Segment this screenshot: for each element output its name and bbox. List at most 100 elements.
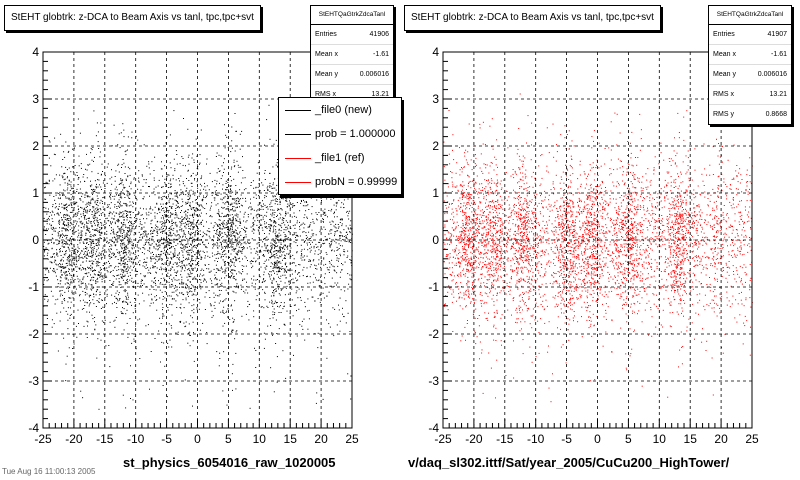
scatter-point bbox=[304, 205, 306, 207]
scatter-point bbox=[161, 263, 163, 265]
scatter-point bbox=[301, 223, 303, 225]
scatter-point bbox=[227, 201, 229, 203]
scatter-point bbox=[275, 281, 277, 283]
scatter-point bbox=[154, 227, 156, 229]
scatter-point bbox=[99, 291, 101, 293]
scatter-point bbox=[86, 242, 88, 244]
scatter-point bbox=[244, 255, 246, 257]
scatter-point bbox=[251, 267, 253, 269]
scatter-point bbox=[88, 296, 90, 298]
scatter-point bbox=[171, 206, 173, 207]
scatter-point bbox=[215, 204, 217, 206]
scatter-point bbox=[278, 288, 279, 290]
scatter-point bbox=[123, 219, 125, 221]
scatter-point bbox=[326, 295, 328, 297]
scatter-point bbox=[82, 397, 84, 399]
scatter-point bbox=[238, 241, 240, 243]
scatter-point bbox=[188, 302, 190, 304]
scatter-point bbox=[163, 210, 165, 212]
scatter-point bbox=[53, 227, 54, 229]
scatter-point bbox=[121, 226, 122, 228]
scatter-point bbox=[278, 229, 280, 231]
scatter-point bbox=[64, 267, 66, 269]
scatter-point bbox=[92, 191, 94, 193]
scatter-point bbox=[63, 173, 65, 175]
scatter-point bbox=[122, 260, 124, 262]
scatter-point bbox=[57, 283, 59, 285]
scatter-point bbox=[231, 238, 233, 240]
scatter-point bbox=[90, 265, 92, 267]
scatter-point bbox=[129, 217, 131, 218]
scatter-point bbox=[347, 373, 349, 375]
scatter-point bbox=[338, 226, 340, 228]
scatter-point bbox=[293, 304, 295, 306]
scatter-point bbox=[137, 244, 138, 246]
scatter-point bbox=[71, 254, 73, 256]
scatter-point bbox=[147, 324, 149, 326]
scatter-point bbox=[209, 303, 211, 305]
scatter-point bbox=[86, 221, 87, 223]
scatter-point bbox=[273, 240, 275, 242]
scatter-point bbox=[292, 195, 294, 197]
scatter-point bbox=[216, 279, 218, 281]
scatter-point bbox=[67, 283, 69, 285]
scatter-point bbox=[323, 212, 325, 214]
scatter-point bbox=[61, 245, 63, 247]
scatter-point bbox=[282, 251, 284, 253]
scatter-point bbox=[68, 198, 70, 200]
scatter-point bbox=[187, 202, 189, 204]
scatter-point bbox=[127, 240, 129, 242]
scatter-point bbox=[223, 271, 225, 273]
scatter-point bbox=[68, 255, 70, 257]
scatter-point bbox=[237, 221, 239, 222]
scatter-point bbox=[298, 288, 300, 290]
scatter-point bbox=[246, 281, 247, 283]
scatter-point bbox=[271, 302, 273, 304]
scatter-point bbox=[129, 237, 131, 239]
scatter-point bbox=[171, 214, 173, 215]
scatter-point bbox=[268, 233, 270, 235]
scatter-point bbox=[224, 196, 226, 198]
scatter-point bbox=[173, 238, 175, 240]
scatter-point bbox=[296, 235, 298, 237]
scatter-point bbox=[241, 265, 243, 267]
scatter-point bbox=[94, 317, 96, 318]
scatter-point bbox=[232, 191, 234, 193]
scatter-point bbox=[137, 213, 139, 215]
scatter-point bbox=[256, 210, 258, 212]
scatter-point bbox=[187, 212, 189, 214]
scatter-point bbox=[161, 283, 163, 285]
scatter-point bbox=[337, 224, 339, 225]
scatter-point bbox=[348, 283, 350, 285]
scatter-point bbox=[204, 244, 206, 246]
scatter-point bbox=[333, 335, 335, 337]
scatter-point bbox=[137, 250, 139, 252]
scatter-point bbox=[160, 226, 162, 228]
scatter-point bbox=[191, 294, 193, 296]
scatter-point bbox=[281, 254, 283, 256]
scatter-point bbox=[296, 202, 298, 203]
scatter-point bbox=[118, 229, 120, 231]
scatter-point bbox=[112, 196, 114, 197]
scatter-point bbox=[245, 188, 247, 190]
scatter-point bbox=[195, 252, 197, 254]
scatter-point bbox=[237, 197, 239, 199]
scatter-point bbox=[177, 295, 179, 297]
scatter-point bbox=[211, 202, 213, 204]
scatter-point bbox=[188, 332, 190, 334]
scatter-point bbox=[228, 262, 230, 264]
scatter-point bbox=[222, 221, 224, 223]
scatter-point bbox=[219, 170, 221, 172]
scatter-point bbox=[125, 313, 127, 315]
scatter-point bbox=[226, 186, 228, 188]
scatter-point bbox=[79, 132, 81, 134]
scatter-point bbox=[52, 238, 54, 240]
scatter-point bbox=[313, 245, 315, 247]
scatter-point bbox=[340, 255, 341, 257]
scatter-point bbox=[220, 244, 222, 246]
scatter-point bbox=[118, 269, 120, 271]
scatter-point bbox=[239, 241, 241, 243]
scatter-point bbox=[274, 257, 276, 259]
scatter-point bbox=[313, 233, 315, 235]
scatter-point bbox=[252, 228, 254, 230]
